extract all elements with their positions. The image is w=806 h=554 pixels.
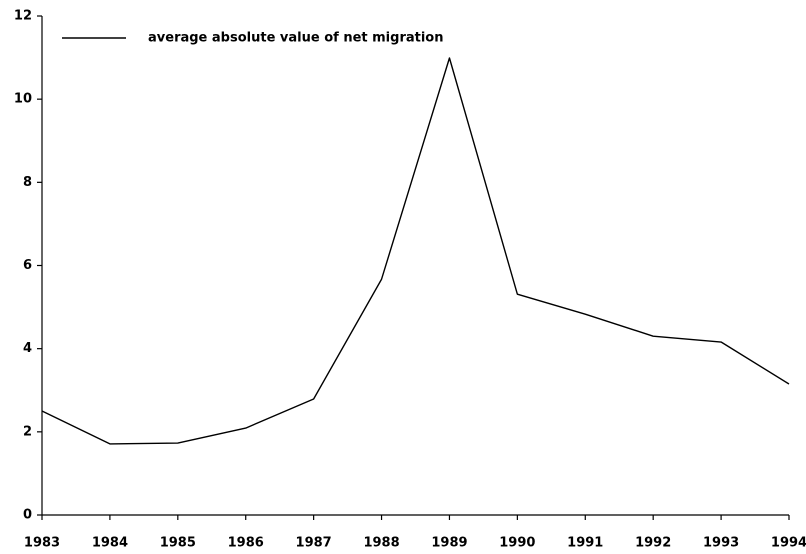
y-tick-label: 2 [23, 424, 32, 439]
x-tick-label: 1987 [296, 536, 332, 551]
y-tick-label: 8 [23, 175, 32, 190]
x-tick-label: 1985 [160, 536, 196, 551]
x-tick-label: 1984 [92, 536, 128, 551]
x-tick-label: 1993 [703, 536, 739, 551]
x-tick-label: 1990 [499, 536, 535, 551]
y-tick-label: 12 [14, 9, 32, 24]
line [41, 57, 790, 445]
x-tick-label: 1988 [363, 536, 399, 551]
legend-label: average absolute value of net migration [148, 31, 443, 46]
y-tick-label: 10 [14, 92, 32, 107]
x-tick-label: 1986 [228, 536, 264, 551]
y-tick-label: 4 [23, 341, 32, 356]
x-tick-label: 1989 [431, 536, 467, 551]
y-tick-label: 0 [23, 508, 32, 523]
x-tick-label: 1991 [567, 536, 603, 551]
y-tick-label: 6 [23, 258, 32, 273]
x-tick-label: 1983 [24, 536, 60, 551]
x-tick-label: 1992 [635, 536, 671, 551]
x-tick-label: 1994 [771, 536, 806, 551]
